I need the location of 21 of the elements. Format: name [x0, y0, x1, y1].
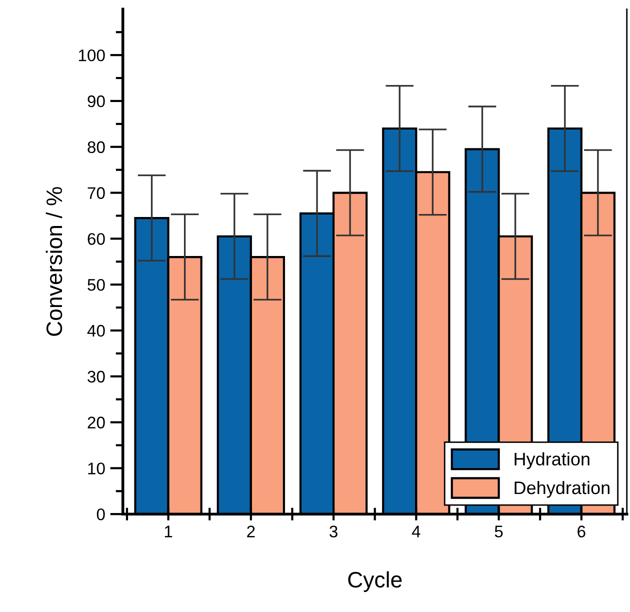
legend-label: Hydration [514, 452, 590, 470]
x-tick-label: 5 [494, 526, 503, 538]
y-tick-label: 100 [78, 49, 105, 62]
y-tick-label: 40 [87, 324, 105, 337]
y-tick-label: 0 [96, 508, 105, 520]
y-tick-label: 70 [88, 187, 105, 199]
x-axis-title: Cycle [348, 571, 402, 592]
y-tick-label: 60 [88, 233, 105, 245]
y-tick-label: 10 [88, 462, 105, 474]
y-tick-label: 20 [88, 416, 105, 428]
y-tick-label: 80 [88, 141, 105, 154]
y-tick-label: 30 [88, 370, 105, 383]
x-tick-label: 3 [330, 526, 338, 538]
x-tick-label: 4 [412, 526, 420, 538]
y-tick-label: 50 [88, 278, 105, 291]
x-tick-label: 1 [164, 526, 172, 538]
y-tick-label: 90 [88, 95, 105, 108]
x-tick-label: 2 [247, 526, 255, 538]
x-tick-label: 6 [578, 526, 586, 538]
legend-label: Dehydration [514, 480, 610, 498]
y-axis-title: Conversion / % [46, 187, 62, 336]
